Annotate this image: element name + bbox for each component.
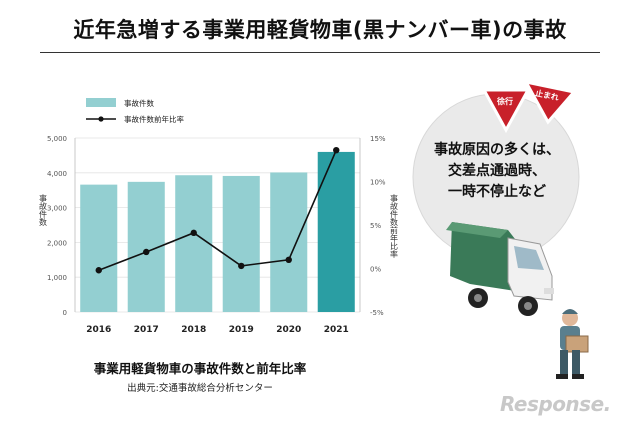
callout-line-3: 一時不停止など: [448, 184, 546, 200]
chart-layer: 0 1,000 2,000 3,000 4,000 5,000 -5% 0% 5% 10% 15% 2…: [39, 98, 399, 335]
x-tick-label: 2018: [181, 325, 206, 335]
x-tick-label: 2021: [324, 325, 349, 335]
ratio-point-2019: [238, 262, 245, 270]
page-title: 近年急増する事業用軽貨物車(黒ナンバー車)の事故: [73, 18, 567, 42]
callout-line-1: 事故原因の多くは、: [434, 142, 560, 158]
x-tick-label: 2019: [229, 325, 254, 335]
watermark-logo: Response.: [500, 392, 611, 416]
ratio-point-2018: [190, 229, 197, 237]
y-axis-title: 事故件数: [39, 193, 48, 227]
y2-axis-title: 事故件数前年比率: [390, 193, 399, 259]
y2-tick-label: 5%: [370, 222, 381, 230]
illustration: [412, 79, 589, 379]
worker-icon: [556, 309, 589, 379]
ratio-point-2017: [143, 248, 150, 256]
ratio-point-2016: [95, 267, 102, 274]
title-divider: [40, 52, 600, 53]
y-tick-label: 1,000: [47, 274, 67, 282]
yield-sign-icon: [481, 88, 531, 134]
bar-2019: [222, 175, 260, 312]
legend-line-label: 事故件数前年比率: [124, 114, 184, 124]
callout-text: 事故原因の多くは、 交差点通過時、 一時不停止など: [422, 140, 572, 203]
y-tick-label: 4,000: [47, 170, 67, 178]
y2-tick-label: 15%: [370, 135, 386, 143]
bar-2018: [175, 175, 213, 312]
x-tick-label: 2020: [276, 325, 301, 335]
y2-tick-label: -5%: [370, 309, 384, 317]
y2-tick-label: 10%: [370, 179, 386, 187]
y-tick-label: 5,000: [47, 135, 67, 143]
y-tick-label: 2,000: [47, 239, 67, 247]
legend-bar-swatch: [86, 98, 116, 107]
legend-line-marker: [98, 116, 104, 122]
callout-line-2: 交差点通過時、: [448, 163, 546, 179]
ratio-line: [98, 149, 337, 271]
ratio-point-2020: [285, 256, 292, 263]
y2-tick-label: 0%: [370, 266, 381, 274]
stop-sign-icon: [523, 79, 577, 125]
y-tick-label: 0: [63, 309, 67, 317]
chart-caption: 事業用軽貨物車の事故件数と前年比率: [93, 361, 307, 376]
yield-sign-label: 徐行: [497, 97, 513, 106]
bar-2020: [270, 172, 308, 312]
ratio-point-2021: [333, 146, 340, 154]
x-tick-label: 2017: [134, 325, 159, 335]
legend-bar-label: 事故件数: [124, 98, 154, 108]
bar-2021: [317, 151, 355, 312]
bar-2016: [80, 184, 118, 312]
y-tick-label: 3,000: [47, 205, 67, 213]
truck-icon: [446, 222, 554, 316]
chart-source: 出典元:交通事故総合分析センター: [127, 383, 273, 394]
x-tick-label: 2016: [86, 325, 111, 335]
